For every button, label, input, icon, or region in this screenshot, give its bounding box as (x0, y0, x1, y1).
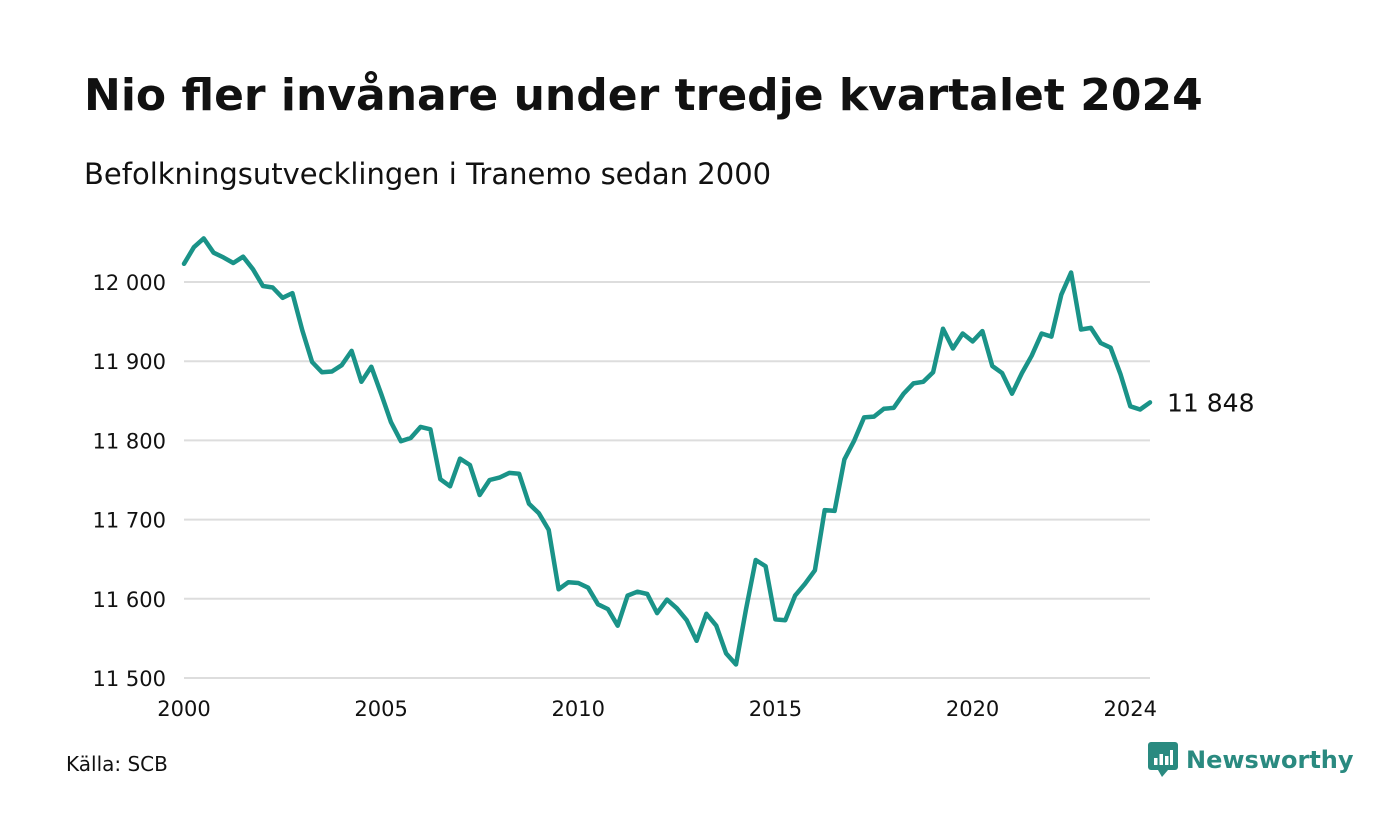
series-line-population (181, 236, 1153, 667)
end-value-label: 11 848 (1167, 388, 1254, 417)
chart-title: Nio fler invånare under tredje kvartalet… (84, 70, 1203, 121)
y-tick-label: 12 000 (93, 271, 166, 295)
y-tick-label: 11 900 (93, 350, 166, 374)
x-tick-label: 2015 (749, 697, 802, 721)
y-tick-label: 11 800 (93, 429, 166, 453)
x-axis-ticks: 2000 2005 2010 2015 2020 2024 (157, 697, 1157, 721)
x-tick-label: 2000 (157, 697, 210, 721)
y-tick-label: 11 700 (93, 509, 166, 533)
x-tick-label: 2010 (552, 697, 605, 721)
y-tick-label: 11 500 (93, 667, 166, 691)
series-group (181, 236, 1153, 667)
brand-logo: Newsworthy (1148, 742, 1354, 778)
gridlines (184, 281, 1150, 679)
end-label-group: 11 848 (1167, 388, 1254, 417)
newsworthy-logo-icon (1148, 742, 1178, 777)
x-tick-label: 2024 (1104, 697, 1157, 721)
y-tick-label: 11 600 (93, 588, 166, 612)
brand-name: Newsworthy (1186, 746, 1354, 774)
source-note: Källa: SCB (66, 752, 168, 776)
chart-subtitle: Befolkningsutvecklingen i Tranemo sedan … (84, 157, 772, 191)
y-axis-ticks: 11 500 11 600 11 700 11 800 11 900 12 000 (93, 271, 166, 691)
x-tick-label: 2005 (354, 697, 407, 721)
x-tick-label: 2020 (946, 697, 999, 721)
